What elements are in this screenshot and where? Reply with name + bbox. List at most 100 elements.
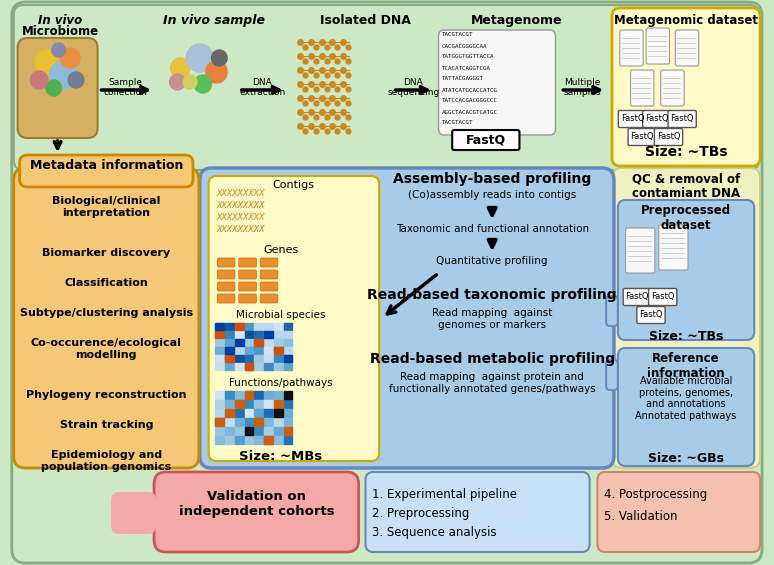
Bar	[235, 355, 244, 362]
Circle shape	[183, 75, 197, 89]
Bar	[274, 347, 283, 354]
Bar	[235, 400, 244, 408]
FancyBboxPatch shape	[239, 270, 256, 279]
Text: TACGTACGT: TACGTACGT	[441, 120, 473, 125]
Text: TATGGGTGGTTACCA: TATGGGTGGTTACCA	[441, 54, 494, 59]
FancyBboxPatch shape	[260, 270, 278, 279]
Text: FastQ: FastQ	[657, 133, 680, 141]
Bar	[215, 400, 224, 408]
Bar	[235, 339, 244, 346]
Bar	[283, 418, 293, 426]
FancyBboxPatch shape	[260, 282, 278, 291]
Text: Classification: Classification	[64, 278, 148, 288]
Bar	[255, 400, 263, 408]
FancyBboxPatch shape	[661, 70, 684, 106]
Circle shape	[68, 72, 84, 88]
Bar	[235, 391, 244, 399]
Circle shape	[170, 74, 185, 90]
Bar	[283, 355, 293, 362]
Circle shape	[206, 61, 227, 83]
FancyBboxPatch shape	[598, 472, 760, 552]
Bar	[235, 418, 244, 426]
FancyBboxPatch shape	[618, 200, 754, 340]
Text: Assembly-based profiling: Assembly-based profiling	[393, 172, 591, 186]
Text: Size: ~TBs: Size: ~TBs	[645, 145, 728, 159]
Text: 3. Sequence analysis: 3. Sequence analysis	[372, 526, 497, 539]
Text: Metadata information: Metadata information	[29, 159, 183, 172]
Text: FastQ: FastQ	[639, 311, 663, 319]
Bar	[245, 363, 253, 370]
Bar	[245, 409, 253, 417]
Bar	[225, 436, 234, 444]
FancyBboxPatch shape	[12, 2, 762, 563]
Bar	[225, 363, 234, 370]
Bar	[215, 391, 224, 399]
FancyBboxPatch shape	[209, 176, 379, 461]
Bar	[283, 355, 293, 362]
Bar	[274, 436, 283, 444]
Bar	[225, 355, 234, 362]
Bar	[283, 427, 293, 435]
Text: Preprocessed
dataset: Preprocessed dataset	[641, 204, 731, 232]
Bar	[274, 391, 283, 399]
Text: FastQ: FastQ	[621, 115, 644, 124]
Bar	[264, 427, 273, 435]
Text: Microbiome: Microbiome	[22, 25, 99, 38]
Text: Contigs: Contigs	[272, 180, 314, 190]
Bar	[255, 391, 263, 399]
FancyBboxPatch shape	[260, 294, 278, 303]
FancyBboxPatch shape	[668, 111, 697, 128]
Text: 1. Experimental pipeline: 1. Experimental pipeline	[372, 488, 517, 501]
Bar	[235, 331, 244, 338]
Circle shape	[170, 58, 190, 78]
Bar	[215, 331, 224, 338]
Text: (Co)assembly reads into contigs: (Co)assembly reads into contigs	[408, 190, 577, 200]
FancyBboxPatch shape	[659, 225, 688, 270]
Text: Reference
information: Reference information	[647, 352, 725, 380]
Text: Metagenomic dataset: Metagenomic dataset	[614, 14, 758, 27]
Bar	[245, 427, 253, 435]
Text: 5. Validation: 5. Validation	[604, 510, 678, 523]
Text: Biological/clinical
interpretation: Biological/clinical interpretation	[52, 196, 160, 218]
FancyBboxPatch shape	[618, 348, 754, 466]
Bar	[245, 331, 253, 338]
Text: FastQ: FastQ	[645, 115, 669, 124]
Text: Read mapping  against protein and
functionally annotated genes/pathways: Read mapping against protein and functio…	[389, 372, 595, 394]
Text: Size: ~MBs: Size: ~MBs	[239, 450, 322, 463]
Bar	[225, 347, 234, 354]
Text: Validation on
independent cohorts: Validation on independent cohorts	[179, 490, 334, 518]
Text: Taxonomic and functional annotation: Taxonomic and functional annotation	[396, 224, 589, 234]
FancyBboxPatch shape	[111, 492, 156, 534]
Bar	[255, 323, 263, 330]
Bar	[283, 347, 293, 354]
FancyBboxPatch shape	[676, 30, 699, 66]
Bar	[215, 418, 224, 426]
FancyBboxPatch shape	[612, 8, 760, 166]
Circle shape	[35, 50, 59, 74]
FancyBboxPatch shape	[19, 155, 193, 187]
Bar	[215, 323, 224, 330]
FancyBboxPatch shape	[628, 128, 656, 146]
Bar	[245, 436, 253, 444]
FancyBboxPatch shape	[620, 30, 643, 66]
FancyBboxPatch shape	[239, 258, 256, 267]
Text: Available microbial
proteins, genomes,
and annotations
Annotated pathways: Available microbial proteins, genomes, a…	[635, 376, 737, 421]
Bar	[274, 427, 283, 435]
Text: AGGCTACACGTCATGC: AGGCTACACGTCATGC	[441, 110, 498, 115]
Circle shape	[194, 75, 211, 93]
Bar	[255, 436, 263, 444]
FancyBboxPatch shape	[439, 30, 556, 135]
Circle shape	[50, 61, 77, 89]
Bar	[225, 427, 234, 435]
Bar	[274, 409, 283, 417]
Bar	[264, 323, 273, 330]
Bar	[235, 347, 244, 354]
Bar	[235, 339, 244, 346]
FancyBboxPatch shape	[649, 289, 676, 306]
Text: 2. Preprocessing: 2. Preprocessing	[372, 507, 470, 520]
FancyBboxPatch shape	[217, 282, 235, 291]
FancyBboxPatch shape	[606, 296, 618, 326]
Bar	[274, 418, 283, 426]
Bar	[283, 436, 293, 444]
Bar	[264, 436, 273, 444]
